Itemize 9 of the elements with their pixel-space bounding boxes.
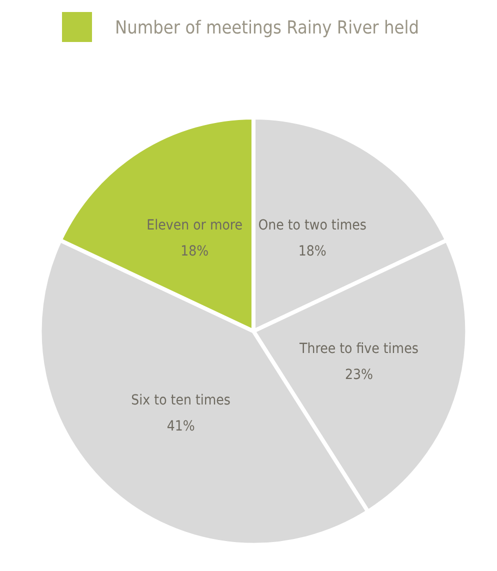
data-label: 18% bbox=[180, 243, 209, 260]
slice-label: Eleven or more bbox=[146, 217, 243, 234]
data-label: 18% bbox=[298, 243, 326, 260]
data-label: 41% bbox=[166, 418, 195, 435]
slice-label: Six to ten times bbox=[131, 392, 230, 409]
slice-label: Three to five times bbox=[298, 340, 418, 357]
chart-title: Number of meetings Rainy River held bbox=[115, 18, 419, 38]
slice-label: One to two times bbox=[258, 217, 366, 234]
data-label: 23% bbox=[344, 366, 373, 383]
